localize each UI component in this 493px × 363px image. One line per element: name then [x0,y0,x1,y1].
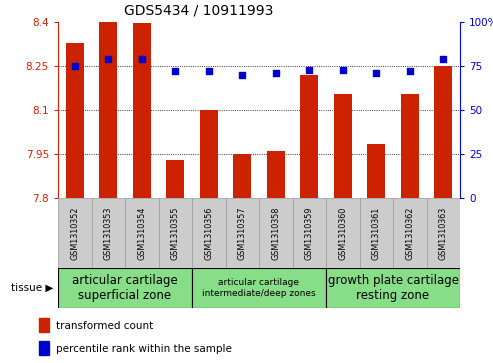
Bar [326,198,359,268]
Bar [292,198,326,268]
Bar [233,154,251,198]
Text: percentile rank within the sample: percentile rank within the sample [56,343,232,354]
Text: tissue ▶: tissue ▶ [11,283,53,293]
Bar [39,341,49,355]
Bar [66,42,84,198]
Bar [58,268,192,308]
Text: GSM1310353: GSM1310353 [104,206,113,260]
Text: GSM1310355: GSM1310355 [171,206,180,260]
Text: GSM1310356: GSM1310356 [204,206,213,260]
Text: articular cartilage
superficial zone: articular cartilage superficial zone [72,274,178,302]
Bar [99,22,117,198]
Bar [166,160,184,198]
Text: articular cartilage
intermediate/deep zones: articular cartilage intermediate/deep zo… [202,278,316,298]
Bar [334,94,352,198]
Bar [225,198,259,268]
Bar [192,268,326,308]
Text: GDS5434 / 10911993: GDS5434 / 10911993 [124,4,274,18]
Bar [300,75,318,198]
Text: GSM1310359: GSM1310359 [305,206,314,260]
Bar [426,198,460,268]
Bar [267,151,285,198]
Point [305,67,313,73]
Bar [326,268,460,308]
Point [372,70,380,76]
Bar [359,198,393,268]
Text: GSM1310362: GSM1310362 [405,206,414,260]
Bar [200,110,218,198]
Text: transformed count: transformed count [56,321,153,331]
Point [272,70,280,76]
Bar [434,66,453,198]
Text: GSM1310358: GSM1310358 [271,206,280,260]
Bar [400,94,419,198]
Point [238,72,246,78]
Point [71,63,79,69]
Point [439,56,447,62]
Bar [159,198,192,268]
Text: GSM1310357: GSM1310357 [238,206,247,260]
Point [205,68,212,74]
Bar [39,318,49,332]
Bar [192,198,225,268]
Point [171,68,179,74]
Point [406,68,414,74]
Bar [367,144,386,198]
Bar [133,24,151,198]
Text: growth plate cartilage
resting zone: growth plate cartilage resting zone [327,274,458,302]
Bar [125,198,159,268]
Bar [393,198,426,268]
Point [105,56,112,62]
Text: GSM1310354: GSM1310354 [137,206,146,260]
Text: GSM1310363: GSM1310363 [439,207,448,260]
Point [138,56,146,62]
Bar [259,198,292,268]
Text: GSM1310360: GSM1310360 [338,207,347,260]
Bar [58,198,92,268]
Text: GSM1310361: GSM1310361 [372,207,381,260]
Point [339,67,347,73]
Text: GSM1310352: GSM1310352 [70,206,79,260]
Bar [92,198,125,268]
